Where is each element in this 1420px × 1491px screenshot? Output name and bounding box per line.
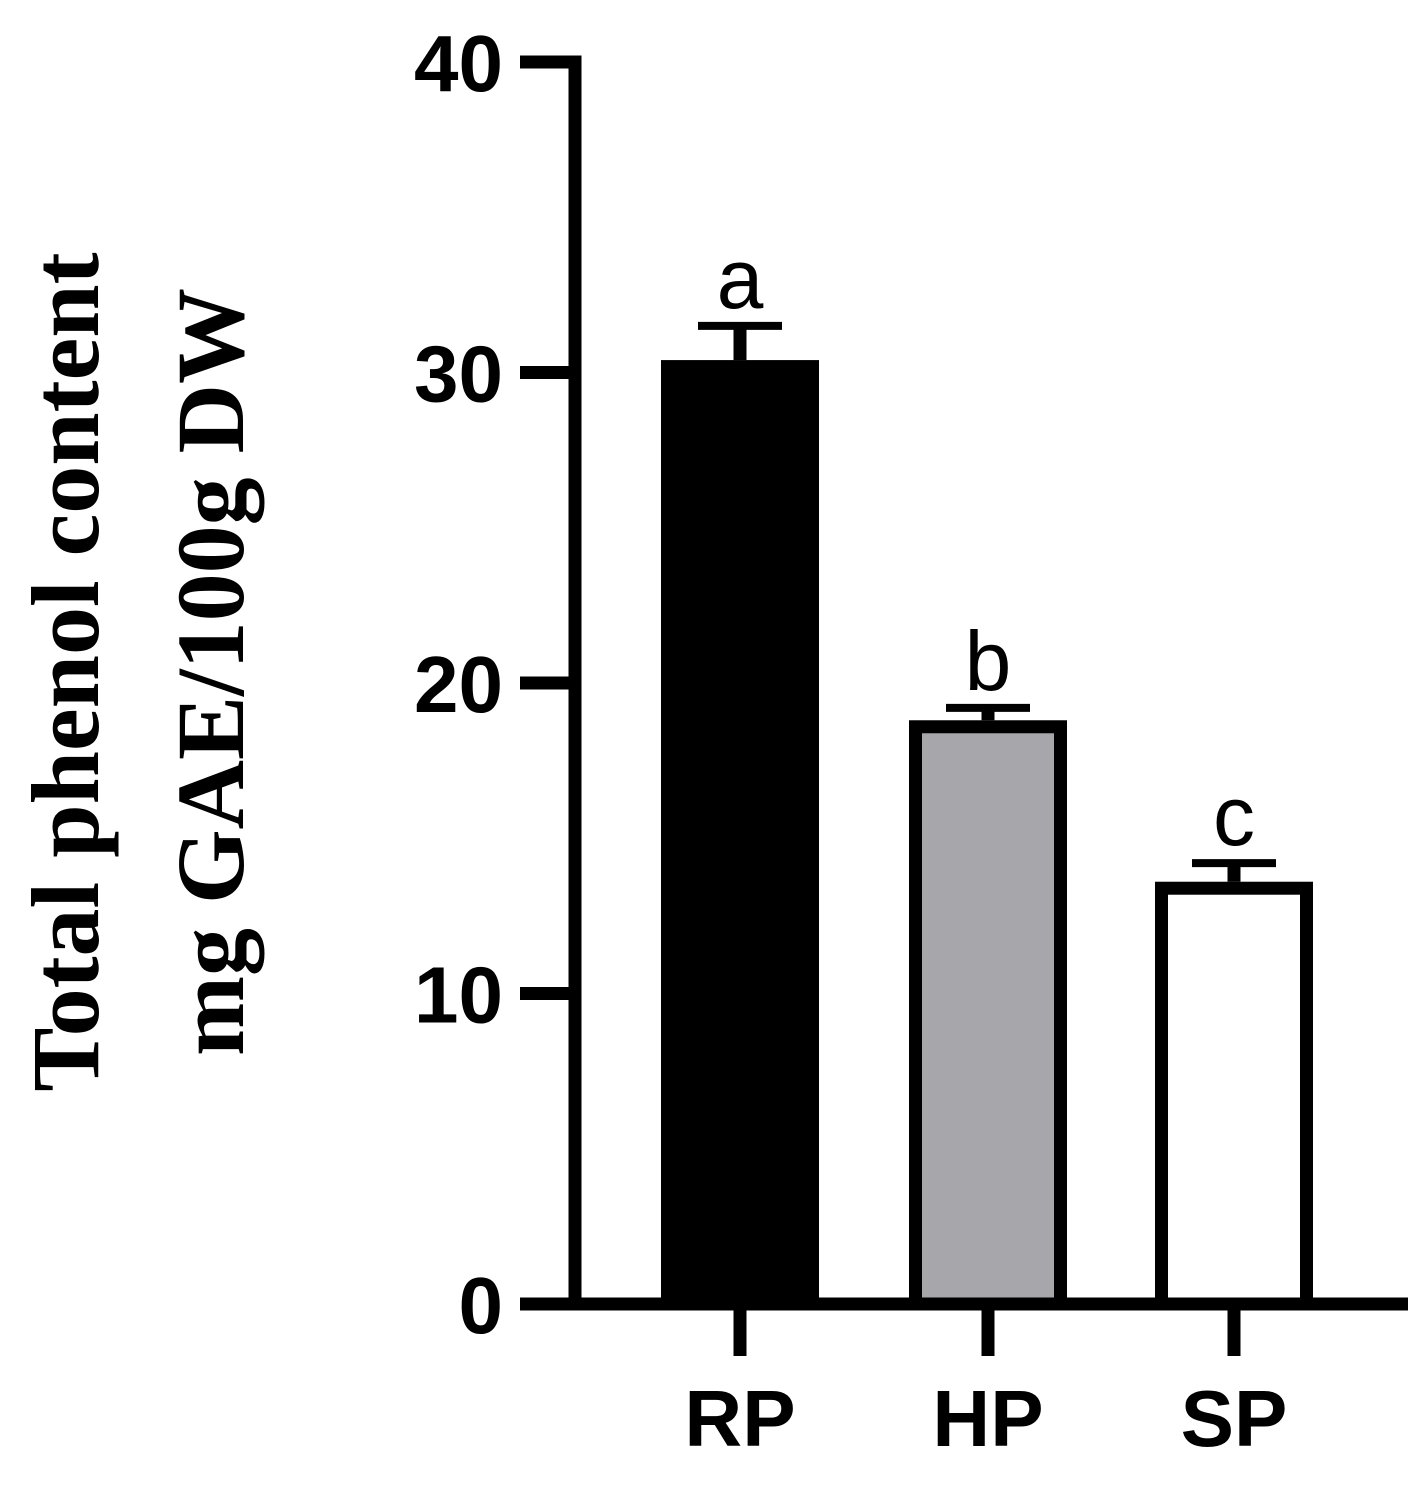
x-tick-label-HP: HP: [932, 1374, 1043, 1463]
y-axis-unit-title: mg GAE/100g DW: [157, 288, 264, 1056]
bar-HP: [909, 720, 1067, 1311]
y-axis-title: Total phenol content: [12, 252, 119, 1091]
x-tick-label-SP: SP: [1181, 1374, 1288, 1463]
plot-area: a RP b HP c SP 0 10 20 30 40: [414, 19, 1408, 1463]
y-axis-label: Total phenol content: [12, 252, 119, 1091]
significance-letter-SP: c: [1213, 769, 1255, 863]
significance-letter-RP: a: [717, 232, 764, 326]
y-tick-label-20: 20: [414, 640, 503, 729]
significance-letter-HP: b: [965, 614, 1012, 708]
bar-SP: [1155, 881, 1313, 1311]
x-tick-label-RP: RP: [684, 1374, 795, 1463]
y-tick-label-10: 10: [414, 951, 503, 1040]
y-tick-label-0: 0: [459, 1261, 504, 1350]
y-tick-label-30: 30: [414, 330, 503, 419]
bar-RP: [661, 360, 819, 1311]
y-axis-unit-label: mg GAE/100g DW: [157, 288, 264, 1056]
y-tick-label-40: 40: [414, 19, 503, 108]
